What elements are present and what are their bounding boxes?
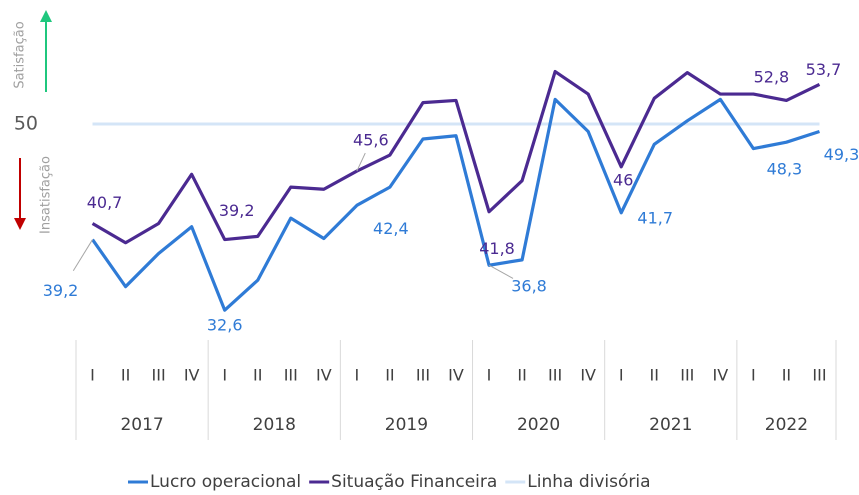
x-group-label: 2019 bbox=[385, 415, 428, 435]
x-tick-label: IV bbox=[713, 366, 729, 385]
x-tick-label: I bbox=[90, 366, 95, 385]
x-group-label: 2017 bbox=[120, 415, 163, 435]
x-tick-label: II bbox=[121, 366, 130, 385]
legend-label: Lucro operacional bbox=[150, 472, 301, 492]
legend-label: Linha divisória bbox=[527, 472, 650, 492]
x-tick-label: III bbox=[812, 366, 826, 385]
x-tick-label: IV bbox=[184, 366, 200, 385]
x-tick-label: IV bbox=[580, 366, 596, 385]
annotation: Satisfação bbox=[13, 21, 28, 88]
data-label: 40,7 bbox=[87, 193, 123, 212]
x-group-label: 2020 bbox=[517, 415, 560, 435]
data-label: 32,6 bbox=[207, 316, 243, 335]
x-tick-label: III bbox=[548, 366, 562, 385]
down-arrow-head bbox=[14, 218, 26, 230]
x-tick-label: III bbox=[680, 366, 694, 385]
x-tick-label: I bbox=[751, 366, 756, 385]
x-tick-label: II bbox=[650, 366, 659, 385]
data-label: 42,4 bbox=[373, 219, 409, 238]
leader-line bbox=[488, 264, 514, 279]
data-label: 41,7 bbox=[637, 208, 673, 227]
x-tick-label: III bbox=[284, 366, 298, 385]
x-group-label: 2021 bbox=[649, 415, 692, 435]
x-tick-label: I bbox=[487, 366, 492, 385]
data-label: 52,8 bbox=[754, 68, 790, 87]
x-tick-label: III bbox=[416, 366, 430, 385]
x-tick-label: I bbox=[619, 366, 624, 385]
x-group-label: 2022 bbox=[765, 415, 808, 435]
data-label: 53,7 bbox=[806, 60, 842, 79]
data-label: 46 bbox=[613, 170, 633, 189]
leader-line bbox=[72, 239, 93, 272]
data-label: 41,8 bbox=[479, 239, 515, 258]
leader-line bbox=[356, 152, 366, 172]
x-tick-label: IV bbox=[448, 366, 464, 385]
data-label: 45,6 bbox=[353, 131, 389, 150]
series-line bbox=[91, 97, 820, 312]
data-label: 48,3 bbox=[767, 160, 803, 179]
data-label: 49,3 bbox=[824, 145, 859, 164]
data-label: 39,2 bbox=[219, 201, 255, 220]
x-tick-label: I bbox=[355, 366, 360, 385]
x-tick-label: II bbox=[253, 366, 262, 385]
x-tick-label: I bbox=[222, 366, 227, 385]
up-arrow-head bbox=[40, 10, 52, 22]
data-label: 36,8 bbox=[511, 277, 547, 296]
x-tick-label: III bbox=[152, 366, 166, 385]
x-group-label: 2018 bbox=[253, 415, 296, 435]
data-label: 39,2 bbox=[43, 281, 79, 300]
annotation: Insatisfação bbox=[39, 156, 54, 234]
y-tick-label: 50 bbox=[14, 113, 38, 135]
series-line bbox=[91, 69, 821, 245]
x-tick-label: II bbox=[385, 366, 394, 385]
legend-label: Situação Financeira bbox=[331, 472, 497, 492]
x-tick-label: IV bbox=[316, 366, 332, 385]
x-tick-label: II bbox=[517, 366, 526, 385]
x-tick-label: II bbox=[782, 366, 791, 385]
